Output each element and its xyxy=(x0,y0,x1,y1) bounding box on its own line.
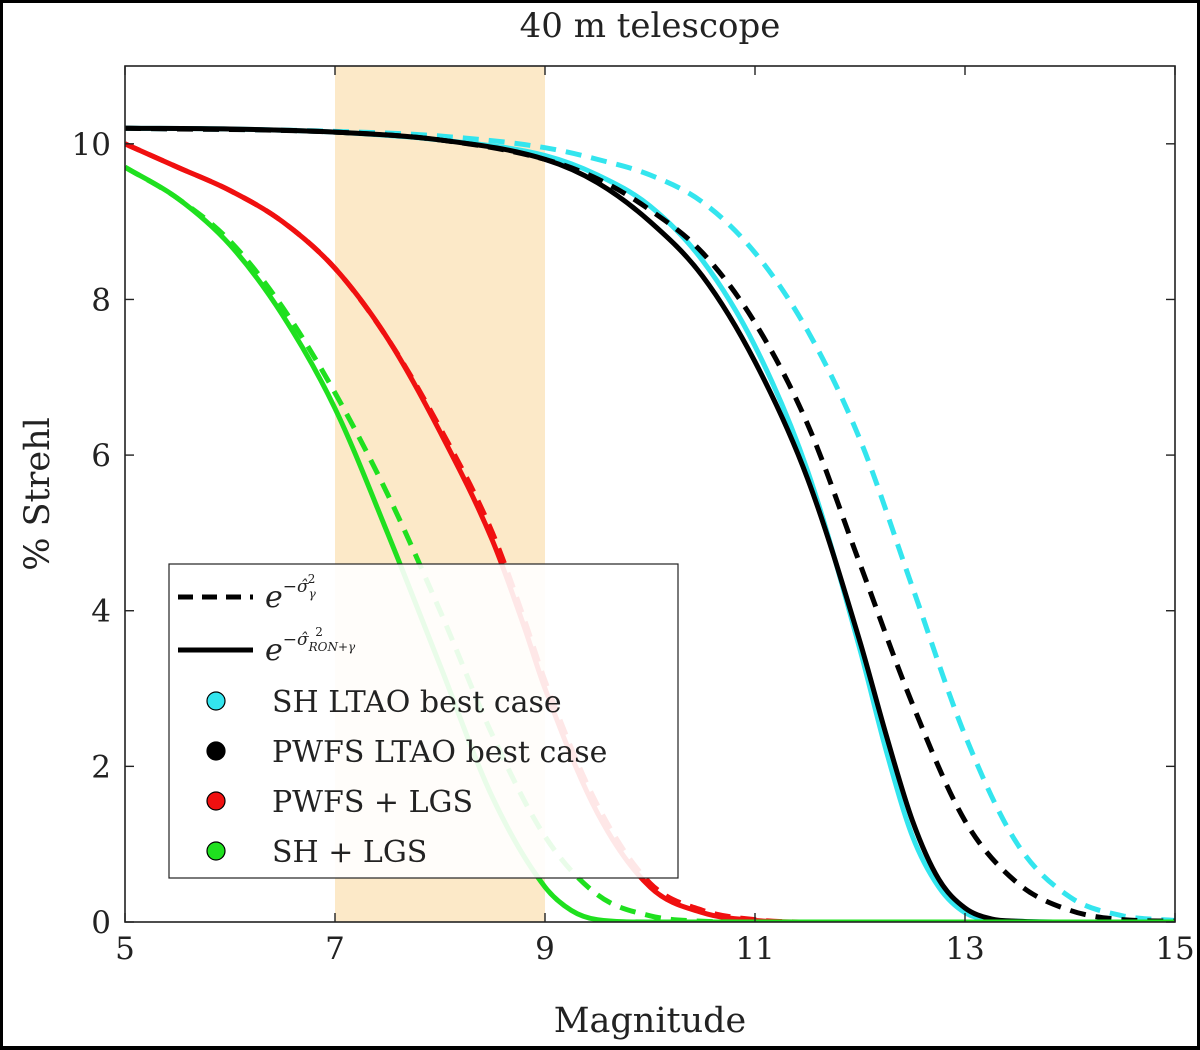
legend-solid-pow: 2 xyxy=(315,625,323,639)
x-tick-label-5: 5 xyxy=(115,931,135,967)
legend-solid-label: e−σ̂RON+γ2 xyxy=(265,625,356,668)
x-tick-label-13: 13 xyxy=(945,931,984,967)
figure-canvas: 40 m telescope 5 7 9 11 13 15 0 2 4 6 8 10 Magnitud… xyxy=(3,3,1197,1046)
legend-solid-minus: − xyxy=(283,630,297,650)
y-axis-label: % Strehl xyxy=(18,417,58,571)
y-tick-label-2: 2 xyxy=(91,749,111,785)
legend-solid-base: e xyxy=(265,633,283,668)
legend-label-sh-ltao: SH LTAO best case xyxy=(272,685,562,720)
legend-dashed-minus: − xyxy=(283,577,297,597)
legend-box xyxy=(168,563,679,879)
legend-dashed-base: e xyxy=(265,580,283,615)
legend-label-pwfs-lgs: PWFS + LGS xyxy=(272,785,473,820)
y-tick-label-8: 8 xyxy=(91,282,111,318)
legend-dashed-sub: γ xyxy=(309,587,317,601)
legend-label-pwfs-ltao: PWFS LTAO best case xyxy=(272,735,607,770)
legend: e−σ̂γ2 e−σ̂RON+γ2 SH LTAO best case PWFS… xyxy=(168,563,679,879)
x-tick-label-11: 11 xyxy=(735,931,774,967)
x-tick-label-15: 15 xyxy=(1155,931,1194,967)
legend-solid-sub: RON+γ xyxy=(308,640,356,654)
plot-area-border xyxy=(124,65,1176,923)
y-tick-label-10: 10 xyxy=(72,127,111,163)
series-line-pwfs-ltao-best-case-dashed xyxy=(125,125,1175,922)
legend-dashed-sigma: σ̂ xyxy=(297,577,309,597)
legend-marker-pwfs-lgs xyxy=(206,791,226,811)
legend-solid-sigma: σ̂ xyxy=(297,630,309,650)
x-tick-label-7: 7 xyxy=(325,931,345,967)
x-tick-label-9: 9 xyxy=(535,931,555,967)
legend-marker-sh-lgs xyxy=(206,841,226,861)
x-axis-label: Magnitude xyxy=(554,1001,747,1041)
strehl-vs-magnitude-chart: 40 m telescope 5 7 9 11 13 15 0 2 4 6 8 10 Magnitud… xyxy=(18,6,1195,1041)
y-tick-label-4: 4 xyxy=(91,594,111,630)
legend-label-sh-lgs: SH + LGS xyxy=(272,835,427,870)
legend-dashed-label: e−σ̂γ2 xyxy=(265,572,317,615)
legend-marker-sh-ltao xyxy=(206,691,226,711)
y-tick-label-0: 0 xyxy=(91,905,111,941)
tick-layer: 5 7 9 11 13 15 0 2 4 6 8 10 xyxy=(72,66,1195,967)
series-line-sh-ltao-best-case-dashed xyxy=(125,125,1175,922)
legend-marker-pwfs-ltao xyxy=(206,741,226,761)
legend-dashed-pow: 2 xyxy=(308,572,316,586)
y-tick-label-6: 6 xyxy=(91,438,111,474)
chart-title: 40 m telescope xyxy=(520,6,781,46)
